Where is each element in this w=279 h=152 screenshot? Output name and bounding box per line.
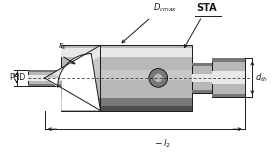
Polygon shape [212, 94, 245, 97]
Polygon shape [192, 63, 212, 93]
Polygon shape [28, 75, 61, 81]
Polygon shape [212, 58, 245, 97]
Polygon shape [61, 69, 192, 80]
Text: $D_{cmax}$: $D_{cmax}$ [153, 1, 177, 14]
Circle shape [149, 69, 168, 87]
Polygon shape [45, 45, 100, 78]
Text: $d_{th}$: $d_{th}$ [255, 72, 268, 84]
Text: $r_\varepsilon$: $r_\varepsilon$ [58, 40, 66, 52]
Polygon shape [28, 83, 61, 86]
Polygon shape [28, 69, 61, 72]
Polygon shape [192, 63, 212, 66]
Polygon shape [52, 45, 100, 76]
Polygon shape [212, 71, 245, 85]
Polygon shape [212, 58, 245, 62]
Circle shape [154, 74, 162, 82]
Text: PHD: PHD [9, 73, 25, 82]
Polygon shape [61, 45, 192, 111]
Polygon shape [61, 48, 192, 57]
Text: STA: STA [196, 3, 217, 13]
Text: $-\,l_2$: $-\,l_2$ [154, 138, 170, 150]
Polygon shape [192, 90, 212, 93]
Polygon shape [61, 106, 192, 111]
Polygon shape [61, 98, 192, 106]
Polygon shape [192, 74, 212, 82]
Polygon shape [45, 54, 100, 111]
Polygon shape [28, 69, 61, 86]
